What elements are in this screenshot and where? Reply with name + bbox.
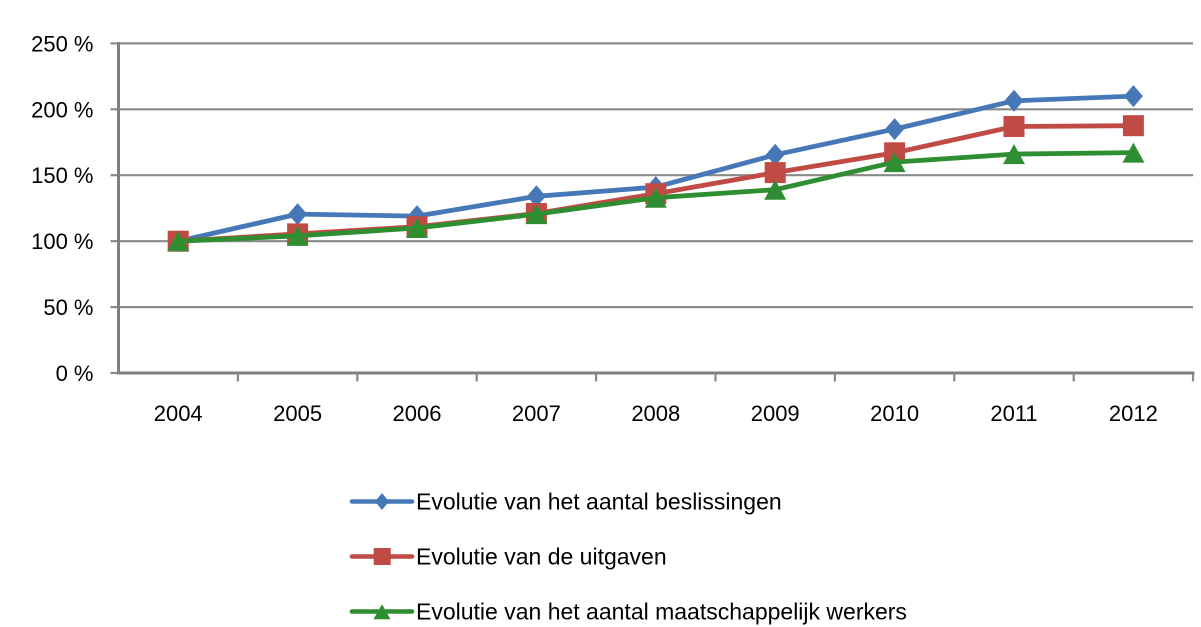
- svg-text:Evolutie van de uitgaven: Evolutie van de uitgaven: [416, 544, 667, 570]
- svg-text:2012: 2012: [1109, 401, 1158, 426]
- svg-text:50 %: 50 %: [43, 295, 93, 320]
- svg-text:2005: 2005: [273, 401, 322, 426]
- svg-text:0 %: 0 %: [56, 361, 94, 386]
- svg-text:2008: 2008: [631, 401, 680, 426]
- svg-text:2007: 2007: [512, 401, 561, 426]
- svg-text:150 %: 150 %: [31, 163, 93, 188]
- svg-text:200 %: 200 %: [31, 97, 93, 122]
- svg-text:Evolutie van het aantal beslis: Evolutie van het aantal beslissingen: [416, 489, 782, 515]
- svg-text:100 %: 100 %: [31, 229, 93, 254]
- svg-text:2006: 2006: [393, 401, 442, 426]
- svg-text:2011: 2011: [990, 401, 1037, 426]
- svg-text:2004: 2004: [154, 401, 203, 426]
- svg-text:250 %: 250 %: [31, 31, 93, 56]
- svg-text:2009: 2009: [751, 401, 800, 426]
- svg-text:2010: 2010: [870, 401, 919, 426]
- svg-text:Evolutie van het aantal maatsc: Evolutie van het aantal maatschappelijk …: [416, 599, 907, 625]
